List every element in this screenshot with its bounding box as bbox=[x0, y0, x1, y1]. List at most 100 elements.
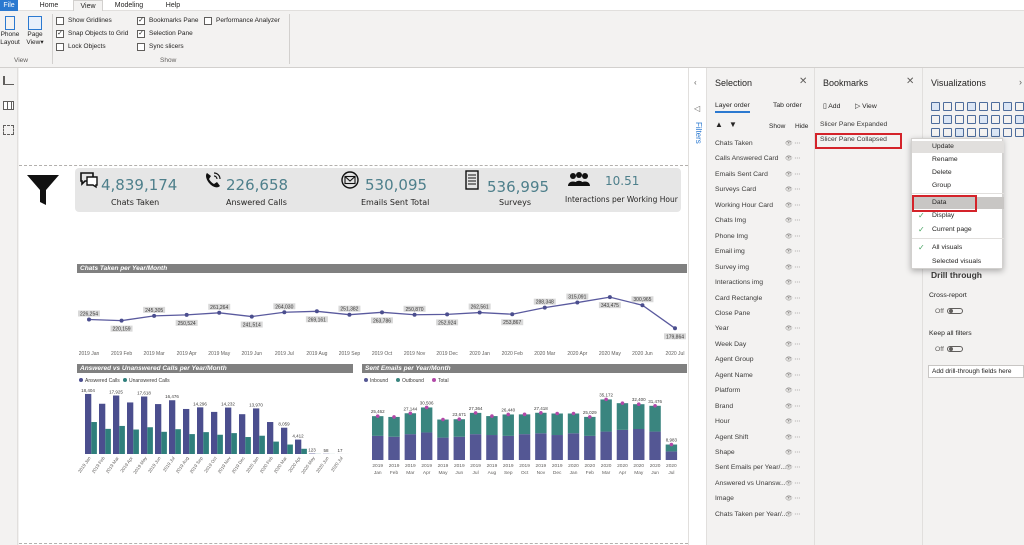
menu-item-data[interactable]: Data bbox=[912, 197, 1004, 209]
visual-type-icon[interactable] bbox=[979, 128, 988, 137]
visual-type-icon[interactable] bbox=[931, 128, 940, 137]
visual-type-icon[interactable] bbox=[979, 102, 988, 111]
layer-item[interactable]: Answered vs Unansw... bbox=[715, 479, 786, 487]
snap-to-grid-check[interactable]: ✓ Snap Objects to Grid bbox=[56, 29, 128, 39]
bookmark-item[interactable]: Slicer Pane Collapsed bbox=[820, 136, 887, 143]
chats-line-chart[interactable]: 226,254 2019 Jan 220,159 2019 Feb 245,305 201… bbox=[77, 274, 687, 362]
layer-item[interactable]: Sent Emails per Year/... bbox=[715, 464, 787, 472]
layer-item[interactable]: Chats Taken bbox=[715, 140, 753, 147]
menu-item-selected-visuals[interactable]: Selected visuals bbox=[912, 256, 1004, 268]
visual-type-icon[interactable] bbox=[955, 128, 964, 137]
kpi-chats-taken[interactable]: 4,839,174 Chats Taken bbox=[75, 168, 199, 212]
layer-item[interactable]: Chats Img bbox=[715, 217, 746, 225]
visibility-eye-icon[interactable]: 👁 ⋯ bbox=[785, 372, 801, 379]
visual-type-icon[interactable] bbox=[991, 115, 1000, 124]
layer-item[interactable]: Phone Img bbox=[715, 232, 748, 240]
visibility-eye-icon[interactable]: 👁 ⋯ bbox=[785, 341, 801, 348]
layer-item[interactable]: Close Pane bbox=[715, 309, 751, 317]
visibility-eye-icon[interactable]: 👁 ⋯ bbox=[785, 141, 801, 147]
layer-item[interactable]: Shape bbox=[715, 449, 735, 456]
performance-analyzer-check[interactable]: Performance Analyzer bbox=[204, 16, 280, 26]
tab-home[interactable]: Home bbox=[39, 2, 59, 9]
visibility-eye-icon[interactable]: 👁 ⋯ bbox=[785, 233, 801, 240]
move-down-icon[interactable]: ▼ bbox=[729, 120, 737, 129]
layer-item[interactable]: Card Rectangle bbox=[715, 294, 763, 302]
filters-label[interactable]: Filters bbox=[694, 122, 703, 144]
visibility-eye-icon[interactable]: 👁 ⋯ bbox=[785, 480, 801, 487]
visual-type-icon[interactable] bbox=[943, 115, 952, 124]
data-view-icon[interactable] bbox=[3, 101, 14, 110]
add-bookmark-button[interactable]: ▯ Add bbox=[823, 102, 840, 110]
visual-type-icon[interactable] bbox=[931, 102, 940, 111]
visibility-eye-icon[interactable]: 👁 ⋯ bbox=[785, 171, 801, 178]
visual-type-icon[interactable] bbox=[955, 115, 964, 124]
view-bookmark-button[interactable]: ▷ View bbox=[855, 102, 877, 110]
menu-item-group[interactable]: Group bbox=[912, 180, 1004, 192]
layer-item[interactable]: Year bbox=[715, 325, 729, 333]
visibility-eye-icon[interactable]: 👁 ⋯ bbox=[785, 496, 801, 503]
hide-all-button[interactable]: Hide bbox=[795, 123, 809, 130]
collapse-arrow-icon[interactable]: ‹ bbox=[694, 78, 697, 87]
model-view-icon[interactable] bbox=[3, 125, 14, 135]
layer-item[interactable]: Agent Name bbox=[715, 371, 753, 379]
layer-item[interactable]: Platform bbox=[715, 387, 741, 395]
tab-tab-order[interactable]: Tab order bbox=[773, 102, 802, 109]
visual-type-icon[interactable] bbox=[1015, 115, 1024, 124]
visibility-eye-icon[interactable]: 👁 ⋯ bbox=[785, 187, 801, 194]
drill-through-field-well[interactable]: Add drill-through fields here bbox=[928, 365, 1024, 378]
menu-item-update[interactable]: Update bbox=[912, 141, 1004, 153]
visibility-eye-icon[interactable]: 👁 ⋯ bbox=[785, 434, 801, 441]
tab-help[interactable]: Help bbox=[165, 2, 181, 9]
visibility-eye-icon[interactable]: 👁 ⋯ bbox=[785, 403, 801, 410]
visibility-eye-icon[interactable]: 👁 ⋯ bbox=[785, 310, 801, 317]
visibility-eye-icon[interactable]: 👁 ⋯ bbox=[785, 218, 801, 225]
visibility-eye-icon[interactable]: 👁 ⋯ bbox=[785, 419, 801, 426]
visual-type-icon[interactable] bbox=[991, 102, 1000, 111]
visual-type-icon[interactable] bbox=[1015, 128, 1024, 137]
visibility-eye-icon[interactable]: 👁 ⋯ bbox=[785, 156, 801, 163]
visual-type-icon[interactable] bbox=[967, 128, 976, 137]
menu-item-delete[interactable]: Delete bbox=[912, 167, 1004, 179]
calls-bar-chart[interactable]: Answered Calls Unanswered Calls 18,404 2019… bbox=[77, 374, 353, 478]
visibility-eye-icon[interactable]: 👁 ⋯ bbox=[785, 280, 801, 287]
menu-item-all-visuals[interactable]: ✓ All visuals bbox=[912, 242, 1004, 254]
selection-pane-check[interactable]: ✓ Selection Pane bbox=[137, 29, 193, 39]
visual-type-icon[interactable] bbox=[1003, 115, 1012, 124]
layer-item[interactable]: Survey img bbox=[715, 263, 749, 271]
layer-item[interactable]: Chats Taken per Year/... bbox=[715, 510, 788, 518]
layer-item[interactable]: Brand bbox=[715, 402, 734, 410]
visual-type-icon[interactable] bbox=[967, 102, 976, 111]
show-all-button[interactable]: Show bbox=[769, 123, 786, 130]
layer-item[interactable]: Calls Answered Card bbox=[715, 155, 779, 163]
layer-item[interactable]: Agent Shift bbox=[715, 433, 749, 441]
layer-item[interactable]: Email img bbox=[715, 248, 745, 256]
layer-item[interactable]: Image bbox=[715, 495, 734, 503]
visibility-eye-icon[interactable]: 👁 ⋯ bbox=[785, 388, 801, 395]
visual-type-icon[interactable] bbox=[1003, 128, 1012, 137]
menu-item-current-page[interactable]: ✓ Current page bbox=[912, 224, 1004, 236]
visibility-eye-icon[interactable]: 👁 ⋯ bbox=[785, 357, 801, 364]
kpi-emails-sent[interactable]: 530,095 Emails Sent Total bbox=[321, 168, 443, 212]
layer-item[interactable]: Emails Sent Card bbox=[715, 170, 768, 178]
cross-report-toggle[interactable]: Off bbox=[935, 308, 963, 315]
kpi-answered-calls[interactable]: 226,658 Answered Calls bbox=[203, 168, 321, 212]
visual-type-icon[interactable] bbox=[943, 128, 952, 137]
visibility-eye-icon[interactable]: 👁 ⋯ bbox=[785, 450, 801, 456]
layer-item[interactable]: Agent Group bbox=[715, 356, 754, 364]
visibility-eye-icon[interactable]: 👁 ⋯ bbox=[785, 295, 801, 302]
tab-view[interactable]: View bbox=[73, 0, 103, 11]
visual-type-icon[interactable] bbox=[967, 115, 976, 124]
visual-type-icon[interactable] bbox=[943, 102, 952, 111]
tab-modeling[interactable]: Modeling bbox=[114, 2, 144, 9]
kpi-card-rectangle[interactable]: 4,839,174 Chats Taken 226,658 Answered C… bbox=[75, 168, 681, 212]
layer-item[interactable]: Interactions img bbox=[715, 279, 763, 287]
filters-pane-collapsed[interactable]: ‹ ◁ Filters bbox=[688, 68, 706, 545]
visual-type-icon[interactable] bbox=[991, 128, 1000, 137]
menu-item-display[interactable]: ✓ Display bbox=[912, 210, 1004, 222]
show-gridlines-check[interactable]: Show Gridlines bbox=[56, 16, 112, 26]
visual-type-icon[interactable] bbox=[979, 115, 988, 124]
page-view-button[interactable]: Page View▾ bbox=[24, 16, 46, 47]
visibility-eye-icon[interactable]: 👁 ⋯ bbox=[785, 511, 801, 518]
report-view-icon[interactable] bbox=[3, 76, 14, 85]
layer-item[interactable]: Working Hour Card bbox=[715, 201, 774, 209]
